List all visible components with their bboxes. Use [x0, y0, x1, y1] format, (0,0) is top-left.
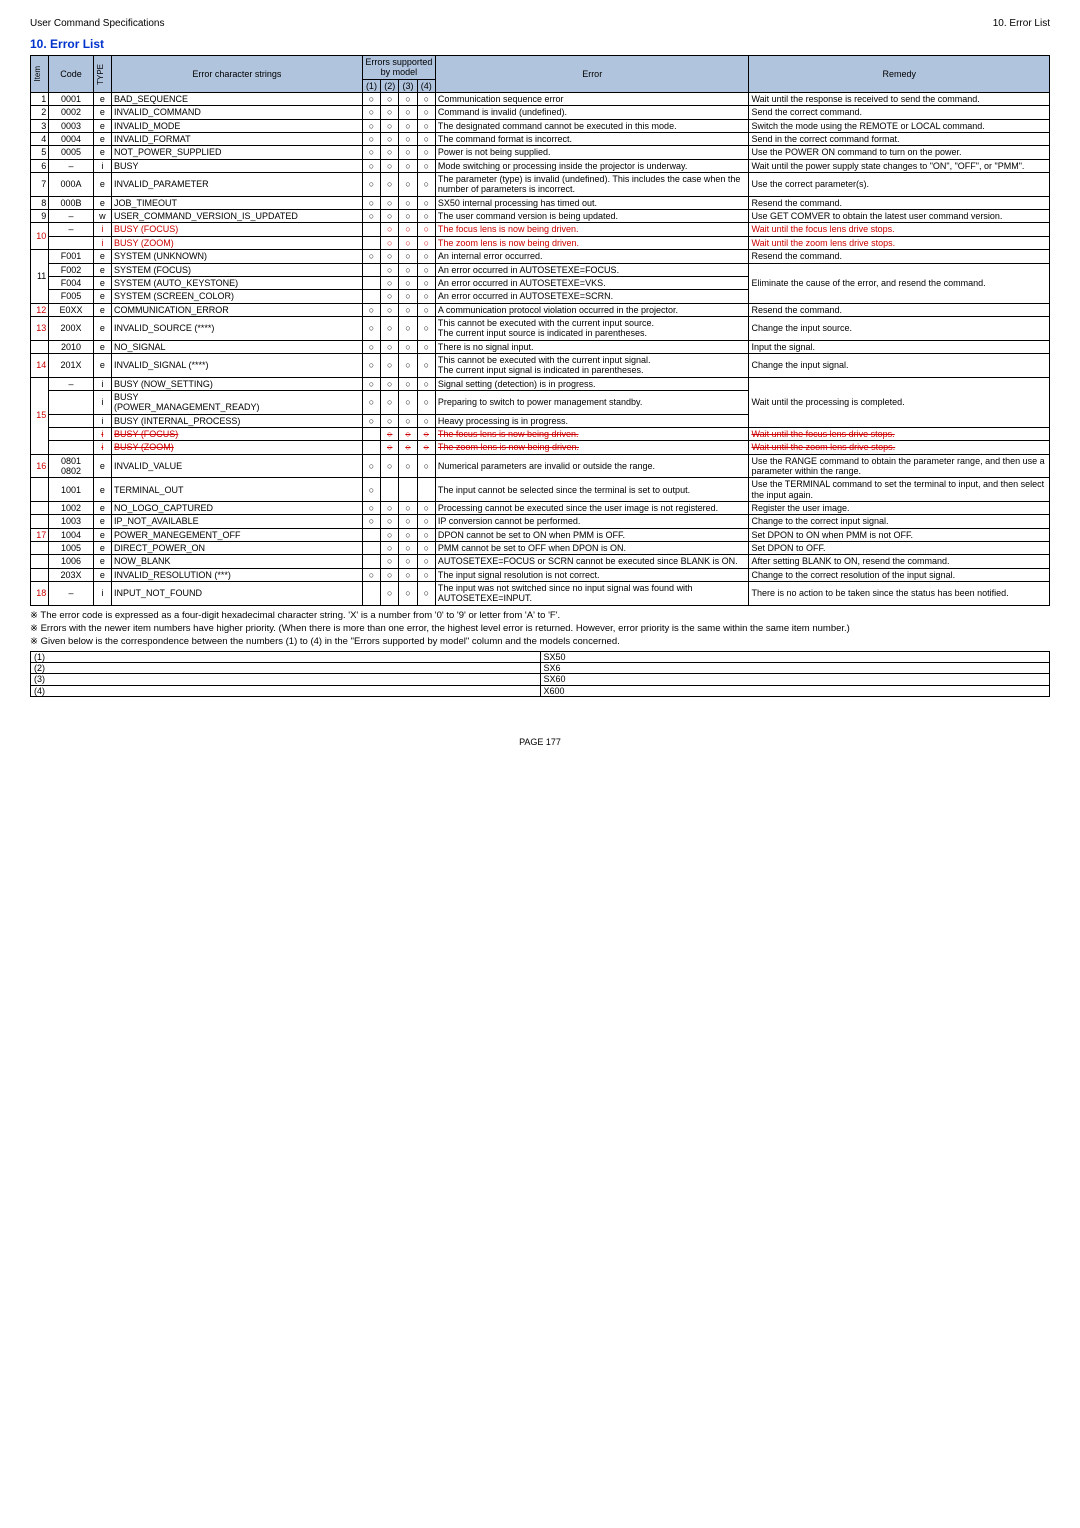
table-row: 1001eTERMINAL_OUT○The input cannot be se… — [31, 478, 1050, 502]
note-line: ※ Errors with the newer item numbers hav… — [30, 623, 1050, 634]
table-row: (4)X600 — [31, 685, 1050, 696]
th-e1: (1) — [362, 79, 380, 92]
table-row: 171004ePOWER_MANEGEMENT_OFF○○○DPON canno… — [31, 528, 1050, 541]
th-e4: (4) — [417, 79, 435, 92]
th-ecs: Error character strings — [111, 56, 362, 93]
th-error: Error — [435, 56, 749, 93]
table-row: F002eSYSTEM (FOCUS)○○○An error occurred … — [31, 263, 1050, 276]
table-row: 1002eNO_LOGO_CAPTURED○○○○Processing cann… — [31, 502, 1050, 515]
th-item: Item — [31, 56, 49, 93]
table-row: 1608010802eINVALID_VALUE○○○○Numerical pa… — [31, 454, 1050, 478]
note-line: ※ Given below is the correspondence betw… — [30, 636, 1050, 647]
table-row: 13200XeINVALID_SOURCE (****)○○○○This can… — [31, 316, 1050, 340]
th-e3: (3) — [399, 79, 417, 92]
table-row: 20002eINVALID_COMMAND○○○○Command is inva… — [31, 106, 1050, 119]
table-row: 15–iBUSY (NOW_SETTING)○○○○Signal setting… — [31, 377, 1050, 390]
page-footer: PAGE 177 — [30, 737, 1050, 747]
table-row: 203XeINVALID_RESOLUTION (***)○○○○The inp… — [31, 568, 1050, 581]
table-row: 9–wUSER_COMMAND_VERSION_IS_UPDATED○○○○Th… — [31, 210, 1050, 223]
th-code: Code — [49, 56, 93, 93]
table-row: 40004eINVALID_FORMAT○○○○The command form… — [31, 133, 1050, 146]
table-row: 10001eBAD_SEQUENCE○○○○Communication sequ… — [31, 93, 1050, 106]
table-row: (1)SX50 — [31, 651, 1050, 662]
table-row: 50005eNOT_POWER_SUPPLIED○○○○Power is not… — [31, 146, 1050, 159]
table-row: (3)SX60 — [31, 674, 1050, 685]
table-row: 10–iBUSY (FOCUS)○○○The focus lens is now… — [31, 223, 1050, 236]
table-row: iBUSY (ZOOM)○○○The zoom lens is now bein… — [31, 236, 1050, 249]
th-errhead: Errors supported by model — [362, 56, 435, 80]
table-row: iBUSY (FOCUS)○○○The focus lens is now be… — [31, 427, 1050, 440]
table-row: 12E0XXeCOMMUNICATION_ERROR○○○○A communic… — [31, 303, 1050, 316]
table-row: 1005eDIRECT_POWER_ON○○○PMM cannot be set… — [31, 542, 1050, 555]
note-line: ※ The error code is expressed as a four-… — [30, 610, 1050, 621]
table-row: 8000BeJOB_TIMEOUT○○○○SX50 internal proce… — [31, 196, 1050, 209]
section-title: 10. Error List — [30, 37, 1050, 51]
table-row: 7000AeINVALID_PARAMETER○○○○The parameter… — [31, 173, 1050, 197]
header-right: 10. Error List — [993, 18, 1050, 29]
table-row: 2010eNO_SIGNAL○○○○There is no signal inp… — [31, 340, 1050, 353]
model-table: (1)SX50(2)SX6(3)SX60(4)X600 — [30, 651, 1050, 697]
error-table: Item Code TYPE Error character strings E… — [30, 55, 1050, 606]
th-e2: (2) — [381, 79, 399, 92]
table-row: (2)SX6 — [31, 663, 1050, 674]
notes: ※ The error code is expressed as a four-… — [30, 610, 1050, 647]
table-row: 11F001eSYSTEM (UNKNOWN)○○○○An internal e… — [31, 250, 1050, 263]
table-row: 1006eNOW_BLANK○○○AUTOSETEXE=FOCUS or SCR… — [31, 555, 1050, 568]
th-remedy: Remedy — [749, 56, 1050, 93]
th-type: TYPE — [93, 56, 111, 93]
table-row: 1003eIP_NOT_AVAILABLE○○○○IP conversion c… — [31, 515, 1050, 528]
table-row: iBUSY (ZOOM)○○○The zoom lens is now bein… — [31, 441, 1050, 454]
page-header: User Command Specifications 10. Error Li… — [30, 18, 1050, 29]
table-row: 18–iINPUT_NOT_FOUND○○○The input was not … — [31, 582, 1050, 606]
table-row: 6–iBUSY○○○○Mode switching or processing … — [31, 159, 1050, 172]
table-row: 30003eINVALID_MODE○○○○The designated com… — [31, 119, 1050, 132]
table-row: 14201XeINVALID_SIGNAL (****)○○○○This can… — [31, 353, 1050, 377]
header-left: User Command Specifications — [30, 18, 165, 29]
